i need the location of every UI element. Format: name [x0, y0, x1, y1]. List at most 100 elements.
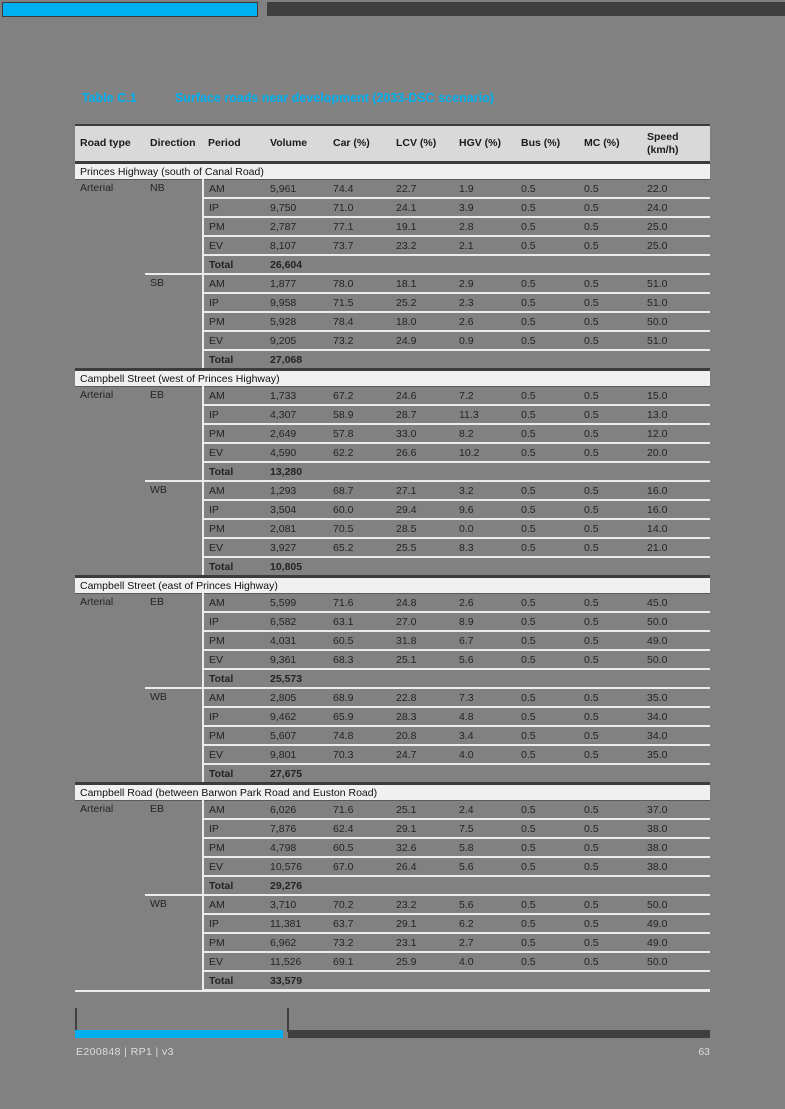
total-label-cell: Total [202, 971, 265, 992]
volume-cell: 9,205 [265, 331, 328, 351]
speed-cell: 35.0 [642, 745, 710, 765]
total-label-cell: Total [202, 669, 265, 689]
mc-cell: 0.5 [579, 443, 642, 463]
period-cell: IP [202, 293, 265, 313]
column-header-direction: Direction [145, 125, 203, 164]
car-cell: 70.2 [328, 895, 391, 915]
period-cell: PM [202, 519, 265, 539]
mc-cell: 0.5 [579, 405, 642, 425]
total-volume-cell: 25,573 [265, 669, 328, 689]
total-row: Total 25,573 [75, 669, 710, 689]
hgv-cell: 2.9 [454, 274, 516, 294]
speed-cell: 16.0 [642, 500, 710, 520]
mc-cell: 0.5 [579, 726, 642, 746]
bus-cell: 0.5 [516, 179, 579, 199]
car-cell: 60.5 [328, 838, 391, 858]
mc-cell: 0.5 [579, 274, 642, 294]
table-row: EV 8,107 73.7 23.2 2.1 0.5 0.5 25.0 [75, 236, 710, 256]
period-cell: IP [202, 707, 265, 727]
car-cell: 74.8 [328, 726, 391, 746]
lcv-cell: 19.1 [391, 217, 454, 237]
car-cell: 68.7 [328, 481, 391, 501]
direction-cell: NB [145, 179, 203, 275]
hgv-cell: 9.6 [454, 500, 516, 520]
car-cell: 60.0 [328, 500, 391, 520]
car-cell: 73.7 [328, 236, 391, 256]
traffic-table-container: Road type Direction Period Volume Car (%) LCV… [75, 124, 710, 992]
speed-cell: 24.0 [642, 198, 710, 218]
lcv-cell-empty [391, 764, 454, 785]
volume-cell: 3,504 [265, 500, 328, 520]
lcv-cell: 25.1 [391, 650, 454, 670]
bus-cell: 0.5 [516, 198, 579, 218]
hgv-cell: 5.6 [454, 895, 516, 915]
lcv-cell: 24.1 [391, 198, 454, 218]
hgv-cell: 2.8 [454, 217, 516, 237]
total-label-cell: Total [202, 764, 265, 785]
footer-document-reference: E200848 | RP1 | v3 [76, 1046, 174, 1058]
road-type-cell: Arterial [75, 179, 145, 371]
volume-cell: 3,710 [265, 895, 328, 915]
column-header-mc: MC (%) [579, 125, 642, 164]
car-cell: 60.5 [328, 631, 391, 651]
bus-cell: 0.5 [516, 688, 579, 708]
table-row: IP 7,876 62.4 29.1 7.5 0.5 0.5 38.0 [75, 819, 710, 839]
bus-cell: 0.5 [516, 293, 579, 313]
volume-cell: 2,649 [265, 424, 328, 444]
mc-cell: 0.5 [579, 838, 642, 858]
car-cell-empty [328, 557, 391, 578]
hgv-cell-empty [454, 876, 516, 896]
volume-cell: 7,876 [265, 819, 328, 839]
mc-cell-empty [579, 876, 642, 896]
car-cell: 77.1 [328, 217, 391, 237]
mc-cell: 0.5 [579, 650, 642, 670]
speed-cell: 51.0 [642, 274, 710, 294]
hgv-cell: 2.4 [454, 800, 516, 820]
mc-cell: 0.5 [579, 800, 642, 820]
car-cell: 67.2 [328, 386, 391, 406]
column-header-hgv: HGV (%) [454, 125, 516, 164]
hgv-cell: 5.8 [454, 838, 516, 858]
table-row: IP 4,307 58.9 28.7 11.3 0.5 0.5 13.0 [75, 405, 710, 425]
mc-cell-empty [579, 255, 642, 275]
hgv-cell: 4.0 [454, 952, 516, 972]
road-type-cell: Arterial [75, 593, 145, 785]
speed-cell: 50.0 [642, 895, 710, 915]
total-volume-cell: 33,579 [265, 971, 328, 992]
lcv-cell: 29.4 [391, 500, 454, 520]
car-cell-empty [328, 350, 391, 371]
table-row: PM 4,031 60.5 31.8 6.7 0.5 0.5 49.0 [75, 631, 710, 651]
mc-cell: 0.5 [579, 519, 642, 539]
mc-cell: 0.5 [579, 933, 642, 953]
period-cell: AM [202, 800, 265, 820]
car-cell: 68.9 [328, 688, 391, 708]
speed-cell-empty [642, 557, 710, 578]
bus-cell: 0.5 [516, 405, 579, 425]
section-header-row: Princes Highway (south of Canal Road) [75, 161, 710, 180]
hgv-cell-empty [454, 350, 516, 371]
volume-cell: 3,927 [265, 538, 328, 558]
section-header-label: Campbell Street (west of Princes Highway… [75, 368, 710, 387]
road-type-cell: Arterial [75, 386, 145, 578]
car-cell: 65.9 [328, 707, 391, 727]
hgv-cell: 2.7 [454, 933, 516, 953]
volume-cell: 2,081 [265, 519, 328, 539]
period-cell: AM [202, 481, 265, 501]
volume-cell: 1,733 [265, 386, 328, 406]
period-cell: PM [202, 631, 265, 651]
period-cell: PM [202, 838, 265, 858]
direction-cell: WB [145, 481, 203, 578]
lcv-cell: 27.0 [391, 612, 454, 632]
lcv-cell: 32.6 [391, 838, 454, 858]
lcv-cell: 25.9 [391, 952, 454, 972]
table-row: WB AM 1,293 68.7 27.1 3.2 0.5 0.5 16.0 [75, 481, 710, 578]
table-row: IP 3,504 60.0 29.4 9.6 0.5 0.5 16.0 [75, 500, 710, 520]
speed-cell: 35.0 [642, 688, 710, 708]
volume-cell: 9,801 [265, 745, 328, 765]
section-header-row: Campbell Street (west of Princes Highway… [75, 368, 710, 387]
volume-cell: 5,961 [265, 179, 328, 199]
total-row: Total 33,579 [75, 971, 710, 992]
total-volume-cell: 10,805 [265, 557, 328, 578]
table-row: Arterial EB AM 5,599 71.6 24.8 2.6 0.5 0.5 45.0 [75, 593, 710, 785]
table-row: Arterial EB AM 1,733 67.2 24.6 7.2 0.5 0.5 15.0 [75, 386, 710, 578]
